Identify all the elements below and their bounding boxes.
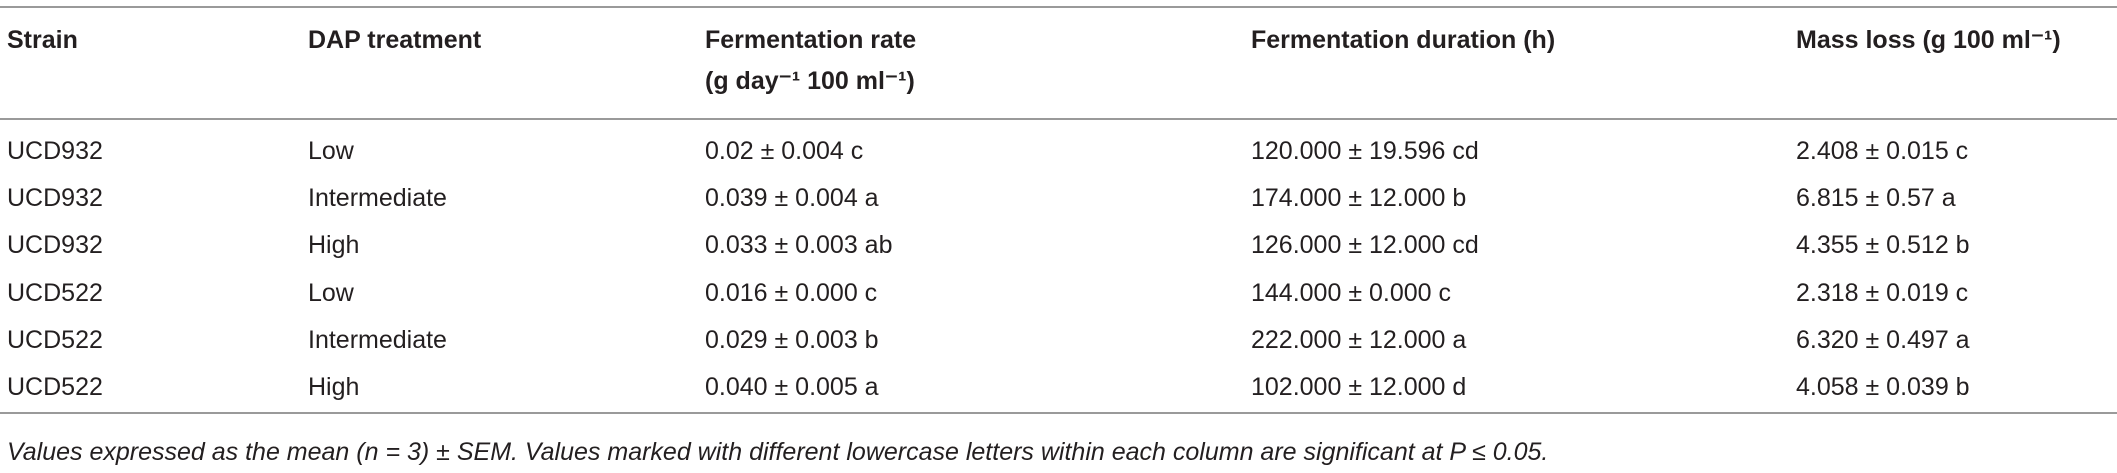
bottom-rule (0, 412, 2117, 414)
table-cell: 0.029 ± 0.003 b (705, 325, 879, 354)
header-rule (0, 118, 2117, 120)
table-cell: High (308, 231, 360, 260)
column-header: DAP treatment (308, 26, 482, 54)
table-cell: 120.000 ± 19.596 cd (1251, 137, 1479, 165)
column-header: Strain (7, 26, 78, 54)
table-cell: 102.000 ± 12.000 d (1251, 373, 1467, 401)
table-cell: 2.318 ± 0.019 c (1796, 278, 1969, 307)
table-cell: 6.815 ± 0.57 a (1796, 184, 1956, 213)
table-cell: 126.000 ± 12.000 cd (1251, 231, 1479, 260)
table-cell: 0.016 ± 0.000 c (705, 278, 878, 307)
table-cell: Low (308, 137, 354, 165)
table-cell: UCD522 (7, 325, 103, 354)
table-cell: 0.02 ± 0.004 c (705, 137, 864, 165)
table-cell: Low (308, 278, 354, 307)
table-cell: UCD522 (7, 373, 103, 401)
table-cell: Intermediate (308, 325, 447, 354)
column-header: (g day⁻¹ 100 ml⁻¹) (705, 67, 915, 95)
table-cell: 4.058 ± 0.039 b (1796, 373, 1970, 401)
table-cell: 4.355 ± 0.512 b (1796, 231, 1970, 260)
table-cell: 174.000 ± 12.000 b (1251, 184, 1467, 213)
column-header: Mass loss (g 100 ml⁻¹) (1796, 26, 2061, 54)
table-cell: 0.033 ± 0.003 ab (705, 231, 893, 260)
table-cell: UCD932 (7, 137, 103, 165)
table-footnote: Values expressed as the mean (n = 3) ± S… (7, 438, 1549, 466)
table-cell: 6.320 ± 0.497 a (1796, 325, 1970, 354)
table-cell: 0.039 ± 0.004 a (705, 184, 879, 213)
table-cell: 0.040 ± 0.005 a (705, 373, 879, 401)
column-header: Fermentation rate (705, 26, 917, 54)
column-header: Fermentation duration (h) (1251, 26, 1556, 54)
top-rule (0, 6, 2117, 8)
table-cell: UCD932 (7, 231, 103, 260)
table-cell: Intermediate (308, 184, 447, 213)
table-cell: 222.000 ± 12.000 a (1251, 325, 1467, 354)
table-cell: UCD932 (7, 184, 103, 213)
table-cell: 2.408 ± 0.015 c (1796, 137, 1969, 165)
table-cell: 144.000 ± 0.000 c (1251, 278, 1451, 307)
table-cell: UCD522 (7, 278, 103, 307)
table-cell: High (308, 373, 360, 401)
